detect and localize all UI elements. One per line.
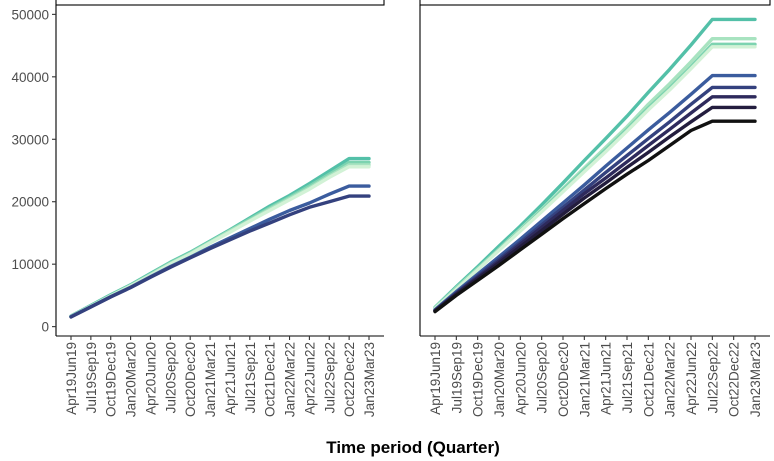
x-tick-label: Apr22Jun22 [302, 342, 317, 415]
x-tick-label: Jan20Mar20 [492, 342, 507, 417]
x-tick-label: Apr21Jun21 [599, 342, 614, 415]
y-tick-label: 50000 [11, 7, 49, 22]
y-tick-label: 30000 [11, 132, 49, 147]
x-tick-label: Jul19Sep19 [449, 342, 464, 413]
series-line [69, 194, 371, 319]
x-tick-label: Jul20Sep20 [535, 342, 550, 413]
x-tick-label: Apr19Jun19 [64, 342, 79, 415]
x-tick-label: Oct22Dec22 [342, 342, 357, 417]
x-tick-label: Jan23Mar23 [362, 342, 377, 417]
y-tick-label: 40000 [11, 70, 49, 85]
x-tick-label: Jul20Sep20 [163, 342, 178, 413]
y-tick-label: 10000 [11, 257, 49, 272]
series-line [433, 17, 757, 309]
x-tick-label: Jul19Sep19 [84, 342, 99, 413]
x-tick-label: Oct19Dec19 [471, 342, 486, 417]
x-tick-label: Jan23Mar23 [748, 342, 763, 417]
x-tick-label: Apr20Jun20 [513, 342, 528, 415]
x-ticks-right: Apr19Jun19 Jul19Sep19 Oct19Dec19 Jan20Mar20… [428, 336, 763, 417]
x-tick-label: Jan22Mar22 [283, 342, 298, 417]
x-tick-label: Oct19Dec19 [104, 342, 119, 417]
x-tick-label: Oct21Dec21 [641, 342, 656, 417]
series-layer-right [433, 17, 757, 314]
x-tick-label: Jul22Sep22 [705, 342, 720, 413]
series-line [433, 119, 757, 314]
x-tick-label: Jan20Mar20 [124, 342, 139, 417]
x-tick-label: Oct22Dec22 [727, 342, 742, 417]
y-tick-label: 0 [41, 320, 49, 335]
x-tick-label: Oct20Dec20 [556, 342, 571, 417]
x-tick-label: Apr20Jun20 [143, 342, 158, 415]
x-tick-label: Oct21Dec21 [263, 342, 278, 417]
series-line [69, 184, 371, 319]
x-tick-label: Jul22Sep22 [322, 342, 337, 413]
x-tick-label: Apr21Jun21 [223, 342, 238, 415]
x-tick-label: Apr22Jun22 [684, 342, 699, 415]
x-tick-label: Jul21Sep21 [620, 342, 635, 413]
x-tick-label: Oct20Dec20 [183, 342, 198, 417]
x-tick-label: Jan22Mar22 [663, 342, 678, 417]
x-tick-label: Jul21Sep21 [243, 342, 258, 413]
strip-box-left [55, 0, 385, 6]
panel-left: Apr19Jun19 Jul19Sep19 Oct19Dec19 Jan20Mar20… [55, 0, 385, 417]
y-tick-label: 20000 [11, 195, 49, 210]
x-tick-label: Jan21Mar21 [577, 342, 592, 417]
x-ticks-left: Apr19Jun19 Jul19Sep19 Oct19Dec19 Jan20Mar20… [64, 336, 377, 417]
strip-box-right [419, 0, 771, 6]
series-layer-left [69, 156, 371, 319]
x-tick-label: Jan21Mar21 [203, 342, 218, 417]
y-axis-left: 0 10000 20000 30000 40000 50000 [11, 7, 56, 335]
x-axis-title: Time period (Quarter) [326, 438, 500, 457]
series-line [433, 45, 757, 311]
series-line [433, 105, 757, 313]
panel-right: Apr19Jun19 Jul19Sep19 Oct19Dec19 Jan20Mar20… [419, 0, 771, 417]
x-tick-label: Apr19Jun19 [428, 342, 443, 415]
